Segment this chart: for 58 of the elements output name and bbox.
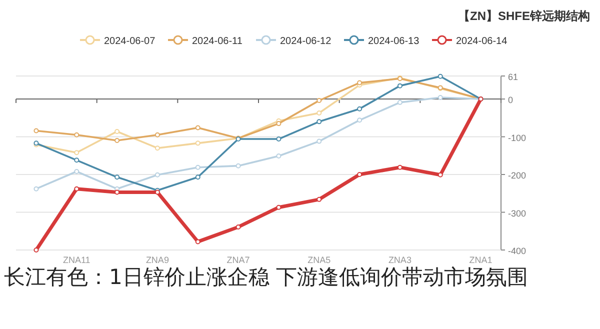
point bbox=[276, 121, 282, 126]
point bbox=[236, 163, 241, 168]
point bbox=[195, 140, 200, 146]
point bbox=[195, 239, 200, 244]
point bbox=[438, 95, 443, 100]
point bbox=[357, 172, 362, 178]
x-tick-label: ZNA7 bbox=[226, 255, 250, 265]
point bbox=[438, 172, 443, 178]
legend-label: 2024-06-07 bbox=[104, 36, 156, 47]
point bbox=[114, 174, 120, 180]
legend-label: 2024-06-13 bbox=[368, 36, 420, 47]
point bbox=[316, 138, 322, 144]
point bbox=[154, 172, 160, 178]
point bbox=[276, 154, 282, 159]
point bbox=[34, 128, 39, 134]
point bbox=[276, 136, 282, 142]
point bbox=[74, 168, 80, 174]
point bbox=[357, 118, 362, 123]
point bbox=[236, 224, 241, 230]
y-tick-label: -400 bbox=[508, 246, 526, 256]
y-tick-label: 0 bbox=[508, 95, 514, 106]
point bbox=[74, 150, 80, 156]
point bbox=[316, 196, 322, 202]
x-tick-label: ZNA1 bbox=[469, 255, 492, 265]
legend-label: 2024-06-12 bbox=[280, 36, 332, 47]
point bbox=[195, 174, 200, 180]
y-tick-label: 61 bbox=[508, 72, 518, 82]
point bbox=[74, 132, 80, 138]
point bbox=[316, 119, 322, 124]
text: 长江有色：1日锌价止涨企稳 下游逢低询价带动市场氛围 bbox=[4, 264, 530, 291]
point bbox=[74, 186, 80, 192]
x-tick-label: ZNA5 bbox=[308, 255, 331, 265]
point bbox=[357, 106, 362, 112]
point bbox=[114, 138, 120, 144]
point bbox=[154, 146, 160, 151]
y-tick-label: -300 bbox=[508, 208, 526, 218]
point bbox=[397, 100, 402, 105]
x-tick-label: ZNA3 bbox=[388, 255, 412, 265]
y-tick-label: -100 bbox=[508, 132, 526, 143]
chart-title: 【ZN】SHFE锌远期结构 bbox=[458, 9, 590, 23]
legend-label: 2024-06-14 bbox=[456, 36, 508, 47]
point bbox=[114, 128, 120, 134]
point bbox=[438, 74, 443, 79]
legend-label: 2024-06-11 bbox=[192, 36, 243, 47]
point bbox=[195, 125, 200, 130]
point bbox=[357, 80, 362, 86]
point bbox=[316, 98, 322, 104]
point bbox=[316, 110, 322, 116]
point bbox=[154, 132, 160, 138]
point bbox=[195, 164, 200, 170]
x-tick-label: ZNA9 bbox=[146, 255, 169, 265]
point bbox=[397, 83, 402, 88]
point bbox=[34, 248, 39, 252]
point bbox=[74, 158, 80, 163]
y-tick-label: -200 bbox=[508, 170, 526, 181]
x-tick-label: ZNA11 bbox=[62, 255, 90, 265]
point bbox=[34, 186, 39, 192]
point bbox=[276, 204, 282, 210]
